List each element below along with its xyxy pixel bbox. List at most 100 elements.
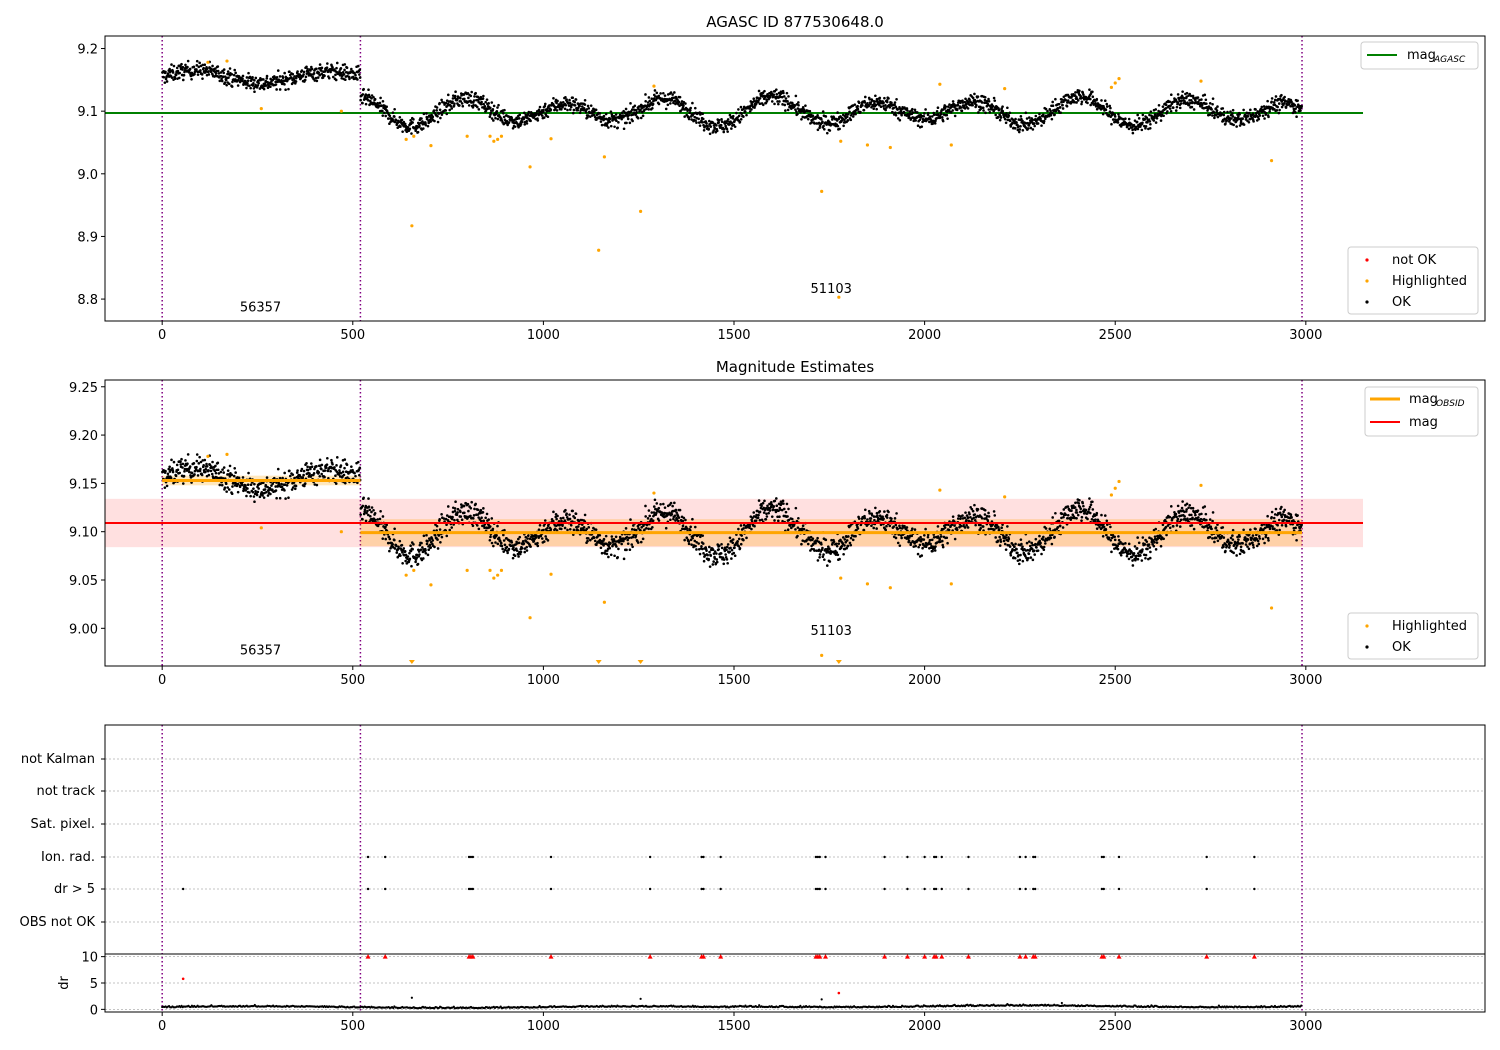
ok-point	[424, 549, 427, 552]
ok-point	[459, 515, 463, 518]
ok-point	[540, 537, 544, 540]
ok-point	[1076, 99, 1080, 102]
ok-point	[849, 536, 853, 540]
ok-point	[762, 511, 766, 514]
ok-point	[223, 81, 227, 84]
ok-point	[1075, 101, 1078, 104]
ok-point	[364, 102, 368, 106]
ok-point	[178, 76, 181, 80]
ok-point	[358, 466, 362, 470]
ok-point	[793, 104, 797, 107]
ok-point	[318, 458, 322, 462]
ok-point	[968, 512, 971, 516]
ok-point	[646, 517, 650, 520]
ok-point	[487, 518, 490, 521]
ok-point	[195, 64, 199, 67]
ok-point	[367, 88, 370, 91]
ok-point	[440, 512, 443, 516]
ok-point	[1141, 113, 1145, 117]
ok-point	[318, 474, 322, 478]
ok-point	[233, 68, 237, 72]
ok-point	[275, 496, 278, 500]
ok-point	[1024, 111, 1028, 115]
ok-point	[467, 104, 471, 107]
ok-point	[472, 514, 476, 517]
ok-point	[651, 525, 654, 529]
ok-point	[353, 71, 356, 75]
ok-point	[224, 78, 228, 82]
ok-point	[890, 101, 893, 105]
ok-point	[306, 67, 309, 71]
ok-point	[825, 131, 829, 135]
ok-point	[1053, 113, 1056, 116]
ok-point	[227, 76, 230, 79]
ok-point	[175, 463, 179, 467]
ok-point	[517, 541, 521, 545]
ok-point	[593, 110, 596, 113]
ok-point	[975, 103, 978, 107]
ok-point	[1095, 107, 1099, 111]
ok-point	[634, 108, 638, 112]
ok-point	[1078, 89, 1081, 93]
ok-point	[165, 484, 169, 488]
ok-point	[1213, 116, 1216, 120]
ok-point	[525, 119, 529, 123]
ok-point	[885, 524, 888, 528]
ok-point	[471, 524, 475, 528]
ok-point	[214, 464, 217, 468]
ok-point	[717, 548, 720, 551]
ok-point	[181, 482, 185, 485]
ok-point	[921, 120, 924, 124]
ok-point	[294, 80, 298, 83]
ok-point	[262, 78, 265, 81]
ok-point	[296, 70, 299, 73]
ok-point	[236, 482, 240, 486]
ok-point	[1266, 99, 1269, 103]
ok-point	[425, 112, 428, 115]
x-tick-label: 2500	[1099, 673, 1132, 688]
ok-point	[230, 85, 234, 88]
ok-point	[872, 526, 876, 530]
ok-point	[195, 459, 199, 463]
ok-point	[1080, 102, 1083, 106]
ok-point	[1203, 93, 1207, 97]
x-tick-label: 1500	[717, 328, 750, 343]
ok-point	[670, 513, 674, 516]
highlighted-point	[652, 84, 656, 88]
ok-point	[775, 497, 778, 500]
ok-point	[1283, 95, 1286, 99]
ok-point	[420, 541, 423, 545]
ok-point	[1208, 101, 1212, 105]
ok-point	[701, 121, 704, 124]
ok-point	[786, 528, 790, 532]
ok-point	[620, 117, 623, 121]
ok-point	[930, 119, 933, 122]
ok-point	[830, 115, 833, 118]
ok-point	[899, 109, 903, 113]
ok-point	[876, 514, 879, 517]
ok-point	[563, 526, 567, 530]
ok-point	[787, 95, 790, 98]
ok-point	[500, 544, 504, 548]
ok-point	[339, 464, 343, 467]
ok-point	[412, 118, 415, 121]
ok-point	[644, 504, 647, 508]
ok-point	[628, 121, 632, 125]
ok-point	[983, 95, 987, 99]
ok-point	[334, 482, 338, 485]
ok-point	[170, 76, 174, 79]
ok-point	[918, 118, 922, 122]
ok-point	[653, 498, 657, 502]
ok-point	[542, 110, 545, 114]
panel1-point-legend: not OK Highlighted OK	[1347, 246, 1479, 315]
ok-point	[198, 61, 201, 65]
y-tick-label: 9.00	[69, 622, 98, 637]
ok-point	[1051, 104, 1055, 107]
ok-point	[853, 103, 857, 106]
ok-point	[1019, 125, 1022, 128]
ok-point	[1054, 97, 1057, 101]
x-tick-label: 0	[158, 328, 166, 343]
ok-point	[719, 552, 723, 555]
highlighted-point	[549, 137, 553, 141]
ok-point	[471, 101, 475, 104]
